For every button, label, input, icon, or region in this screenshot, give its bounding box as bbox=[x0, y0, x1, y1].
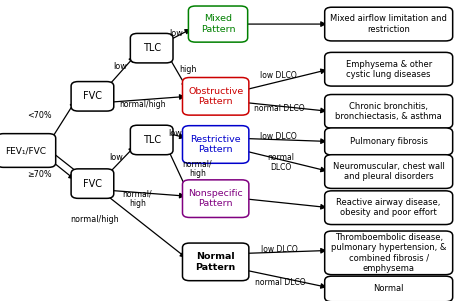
FancyBboxPatch shape bbox=[71, 82, 114, 111]
Text: Restrictive
Pattern: Restrictive Pattern bbox=[191, 135, 241, 154]
FancyBboxPatch shape bbox=[182, 126, 249, 163]
FancyBboxPatch shape bbox=[325, 276, 453, 301]
FancyBboxPatch shape bbox=[130, 33, 173, 63]
FancyBboxPatch shape bbox=[325, 231, 453, 275]
Text: Chronic bronchitis,
bronchiectasis, & asthma: Chronic bronchitis, bronchiectasis, & as… bbox=[335, 102, 442, 121]
FancyBboxPatch shape bbox=[325, 128, 453, 155]
Text: Normal: Normal bbox=[374, 284, 404, 293]
FancyBboxPatch shape bbox=[325, 7, 453, 41]
FancyBboxPatch shape bbox=[325, 52, 453, 86]
Text: Emphysema & other
cystic lung diseases: Emphysema & other cystic lung diseases bbox=[346, 60, 432, 79]
Text: ≥70%: ≥70% bbox=[27, 170, 52, 179]
Text: Thromboembolic disease,
pulmonary hypertension, &
combined fibrosis /
emphysema: Thromboembolic disease, pulmonary hypert… bbox=[331, 233, 447, 273]
Text: high: high bbox=[179, 65, 197, 74]
Text: Reactive airway disease,
obesity and poor effort: Reactive airway disease, obesity and poo… bbox=[337, 198, 441, 217]
Text: <70%: <70% bbox=[27, 111, 52, 120]
Text: Nonspecific
Pattern: Nonspecific Pattern bbox=[188, 189, 243, 208]
Text: normal/high: normal/high bbox=[71, 215, 119, 224]
Text: FEV₁/FVC: FEV₁/FVC bbox=[6, 146, 46, 155]
Text: normal
DLCO: normal DLCO bbox=[267, 153, 294, 172]
Text: low DLCO: low DLCO bbox=[260, 132, 297, 141]
FancyBboxPatch shape bbox=[130, 125, 173, 155]
Text: low: low bbox=[109, 153, 123, 162]
Text: Pulmonary fibrosis: Pulmonary fibrosis bbox=[350, 137, 428, 146]
Text: normal/high: normal/high bbox=[119, 100, 165, 109]
Text: FVC: FVC bbox=[83, 178, 102, 189]
Text: TLC: TLC bbox=[143, 43, 161, 53]
FancyBboxPatch shape bbox=[325, 155, 453, 188]
FancyBboxPatch shape bbox=[325, 191, 453, 225]
Text: low DLCO: low DLCO bbox=[261, 245, 298, 254]
Text: low: low bbox=[170, 29, 183, 38]
Text: normal/
high: normal/ high bbox=[182, 159, 212, 178]
Text: low: low bbox=[169, 129, 182, 138]
Text: Normal
Pattern: Normal Pattern bbox=[196, 252, 236, 272]
FancyBboxPatch shape bbox=[71, 169, 114, 198]
FancyBboxPatch shape bbox=[182, 77, 249, 115]
Text: Mixed
Pattern: Mixed Pattern bbox=[201, 14, 235, 34]
FancyBboxPatch shape bbox=[182, 180, 249, 217]
Text: Neuromuscular, chest wall
and pleural disorders: Neuromuscular, chest wall and pleural di… bbox=[333, 162, 445, 181]
Text: low DLCO: low DLCO bbox=[260, 71, 297, 80]
Text: normal DLCO: normal DLCO bbox=[255, 104, 305, 113]
FancyBboxPatch shape bbox=[0, 134, 56, 167]
Text: normal/
high: normal/ high bbox=[123, 189, 152, 208]
Text: TLC: TLC bbox=[143, 135, 161, 145]
Text: Mixed airflow limitation and
restriction: Mixed airflow limitation and restriction bbox=[330, 14, 447, 34]
Text: low: low bbox=[113, 62, 127, 71]
Text: normal DLCO: normal DLCO bbox=[255, 278, 306, 287]
Text: FVC: FVC bbox=[83, 91, 102, 101]
FancyBboxPatch shape bbox=[182, 243, 249, 281]
FancyBboxPatch shape bbox=[325, 95, 453, 128]
FancyBboxPatch shape bbox=[189, 6, 247, 42]
Text: Obstructive
Pattern: Obstructive Pattern bbox=[188, 87, 243, 106]
